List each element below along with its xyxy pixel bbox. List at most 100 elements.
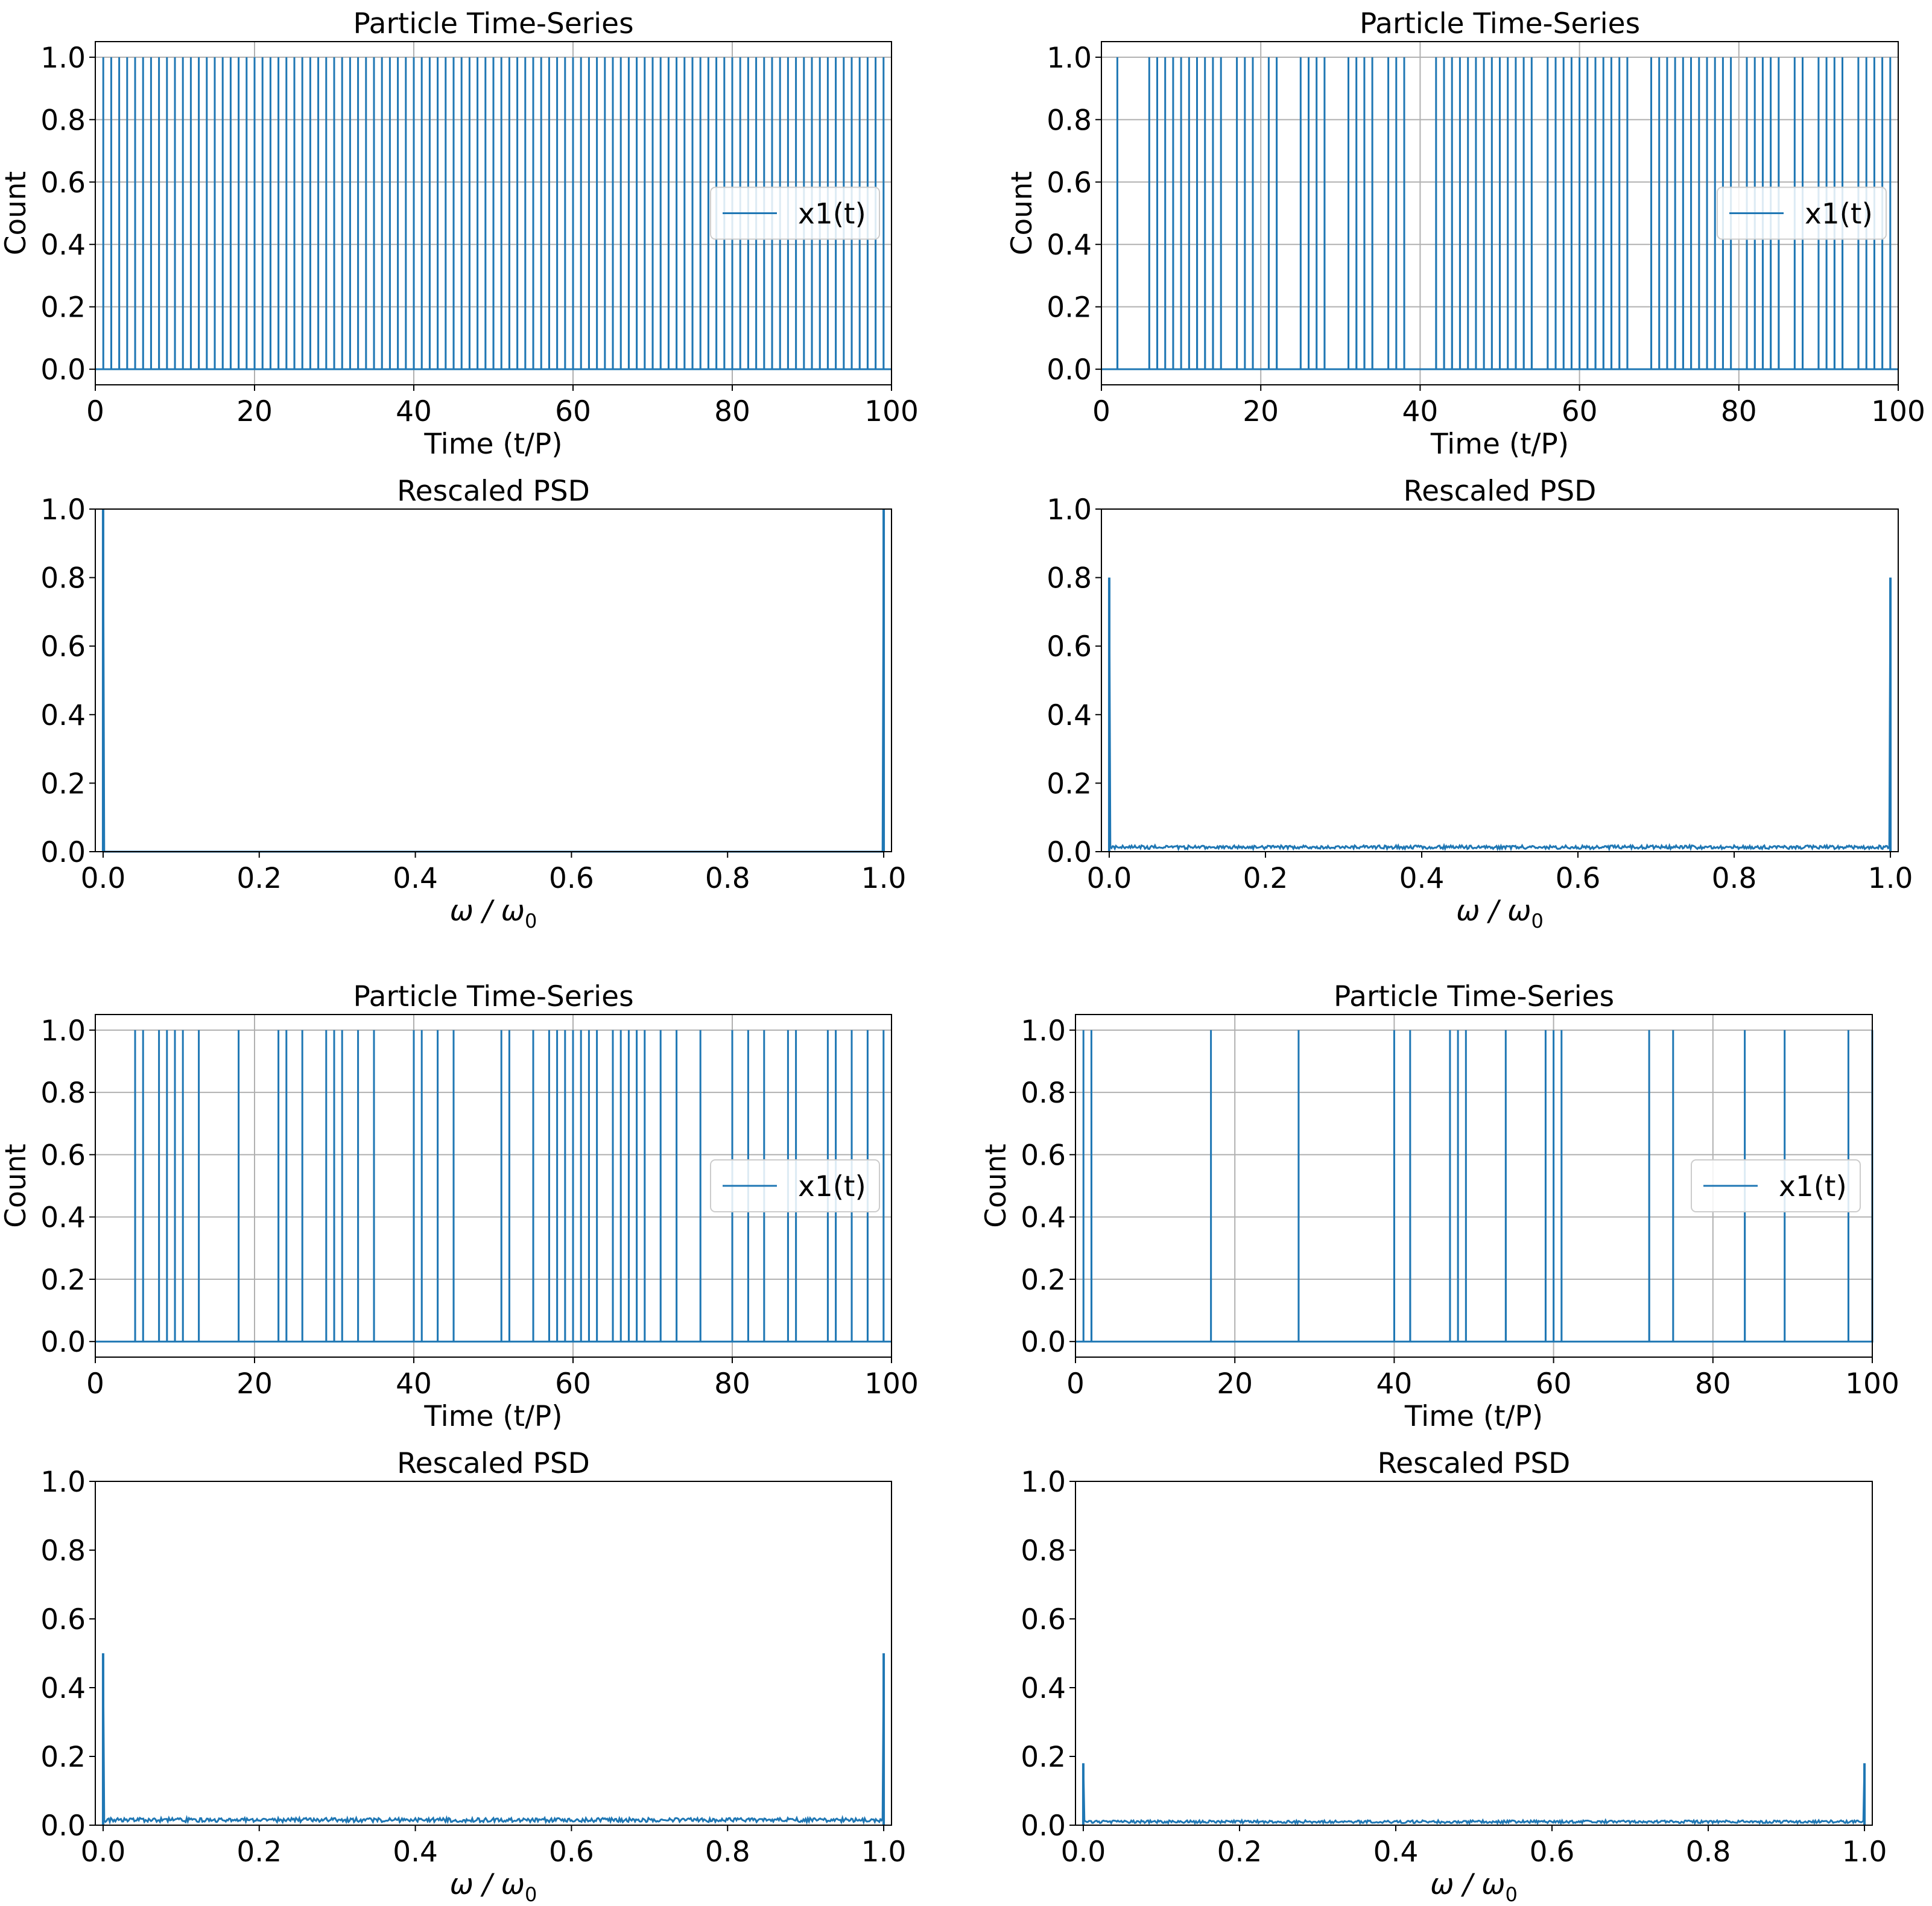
y-tick-label: 0.8 [40,104,86,137]
psd-line [1082,1763,1866,1826]
y-tick-label: 0.0 [40,1809,86,1843]
x-axis-label: ω / ω0 [450,1868,537,1906]
x-axis-label: ω / ω0 [1430,1868,1518,1906]
y-tick-label: 0.2 [40,1741,86,1774]
subplot-4: 0.0 0.2 0.4 0.6 0.8 1.0 0.0 0.2 0.4 0.6 0.8 1.0 Resc… [1047,475,1913,932]
y-tick-label: 0.2 [1047,291,1092,325]
y-tick-label: 0.0 [1047,353,1092,387]
subplot-title: Particle Time-Series [353,7,633,40]
x-tick-label: 0.8 [1686,1835,1731,1869]
y-tick-label: 0.2 [1021,1741,1066,1774]
subplot-6: 0 20 40 60 80 100 0.0 0.2 0.4 0.6 0.8 1.0 Particle T… [980,980,1899,1433]
y-axis-label: Count [0,171,33,256]
subplot-title: Rescaled PSD [1378,1447,1571,1480]
x-tick-label: 0.2 [236,862,282,895]
x-tick-label: 60 [555,395,591,428]
y-tick-label: 0.0 [1047,836,1092,869]
y-tick-label: 0.6 [40,166,86,200]
legend-box [710,186,880,240]
x-tick-label: 80 [714,1367,750,1401]
legend-label: x1(t) [1779,1170,1847,1203]
x-tick-label: 1.0 [861,862,907,895]
y-tick-label: 0.8 [1047,104,1092,137]
x-tick-label: 40 [396,1367,432,1401]
x-tick-label: 0.0 [81,1835,126,1869]
x-tick-label: 20 [236,395,273,428]
legend-label: x1(t) [798,198,866,231]
y-tick-label: 0.6 [1047,630,1092,663]
legend-box [1691,1159,1861,1212]
psd-line [1108,577,1892,852]
x-axis-label: Time (t/P) [1430,428,1569,461]
x-tick-label: 0.8 [1712,862,1757,895]
x-tick-label: 0.0 [81,862,126,895]
y-tick-label: 1.0 [40,493,86,527]
y-tick-label: 0.8 [40,1077,86,1110]
subplot-7: 0.0 0.2 0.4 0.6 0.8 1.0 0.0 0.2 0.4 0.6 0.8 1.0 Resc… [40,1447,906,1906]
x-tick-label: 0.4 [393,862,438,895]
x-tick-label: 0.6 [549,862,594,895]
y-tick-label: 1.0 [1047,493,1092,527]
subplot-title: Particle Time-Series [353,980,633,1013]
y-tick-label: 0.2 [1021,1264,1066,1297]
x-tick-label: 0.2 [1243,862,1288,895]
subplot-title: Particle Time-Series [1360,7,1640,40]
x-tick-label: 0.6 [549,1835,594,1869]
x-tick-label: 100 [864,395,919,428]
y-tick-label: 0.6 [1021,1603,1066,1636]
y-tick-label: 0.2 [40,291,86,325]
legend-box [1717,186,1887,240]
x-tick-label: 0.6 [1556,862,1601,895]
x-tick-label: 0.8 [705,862,750,895]
legend: x1(t) [710,1159,880,1212]
x-tick-label: 0.2 [1217,1835,1262,1869]
y-tick-label: 0.0 [1021,1326,1066,1359]
x-axis-label: Time (t/P) [1404,1400,1543,1433]
x-tick-label: 0.4 [1399,862,1445,895]
y-tick-label: 0.0 [40,353,86,387]
subplot-title: Rescaled PSD [397,1447,590,1480]
x-tick-label: 80 [1721,395,1757,428]
x-tick-label: 0 [86,395,104,428]
y-tick-label: 1.0 [40,1466,86,1499]
y-tick-label: 0.8 [1047,562,1092,595]
y-tick-label: 0.2 [40,1264,86,1297]
x-tick-label: 20 [1217,1367,1253,1401]
x-tick-label: 1.0 [861,1835,907,1869]
y-tick-label: 1.0 [1021,1015,1066,1048]
y-tick-label: 0.8 [1021,1534,1066,1568]
y-tick-label: 0.0 [40,836,86,869]
x-tick-label: 20 [1243,395,1279,428]
y-tick-label: 0.6 [40,630,86,663]
psd-line [102,1653,885,1825]
x-tick-label: 1.0 [1842,1835,1887,1869]
y-tick-label: 1.0 [40,42,86,75]
legend: x1(t) [710,186,880,240]
y-tick-label: 1.0 [1021,1466,1066,1499]
x-tick-label: 1.0 [1868,862,1913,895]
y-tick-label: 0.0 [1021,1809,1066,1843]
x-tick-label: 0 [1066,1367,1085,1401]
y-tick-label: 0.4 [1047,699,1092,732]
subplot-1: 0 20 40 60 80 100 0.0 0.2 0.4 0.6 0.8 1.0 Particle T… [0,7,919,461]
subplot-title: Particle Time-Series [1334,980,1614,1013]
y-tick-label: 0.4 [40,699,86,732]
axes-frame [95,1014,892,1358]
y-tick-label: 0.4 [40,1202,86,1235]
y-tick-label: 0.6 [40,1139,86,1172]
y-tick-label: 0.4 [1021,1202,1066,1235]
x-tick-label: 0.0 [1087,862,1132,895]
x-tick-label: 80 [714,395,750,428]
x-tick-label: 80 [1695,1367,1731,1401]
x-axis-label: Time (t/P) [423,428,562,461]
subplot-title: Rescaled PSD [1404,475,1597,508]
series-line-x1 [1075,1030,1873,1343]
y-tick-label: 0.8 [40,1534,86,1568]
axes-frame [1075,1014,1873,1358]
x-tick-label: 100 [864,1367,919,1401]
y-tick-label: 0.4 [1021,1672,1066,1705]
subplot-5: 0 20 40 60 80 100 0.0 0.2 0.4 0.6 0.8 1.0 Particle T… [0,980,919,1433]
x-tick-label: 40 [1402,395,1438,428]
x-tick-label: 0 [1092,395,1110,428]
